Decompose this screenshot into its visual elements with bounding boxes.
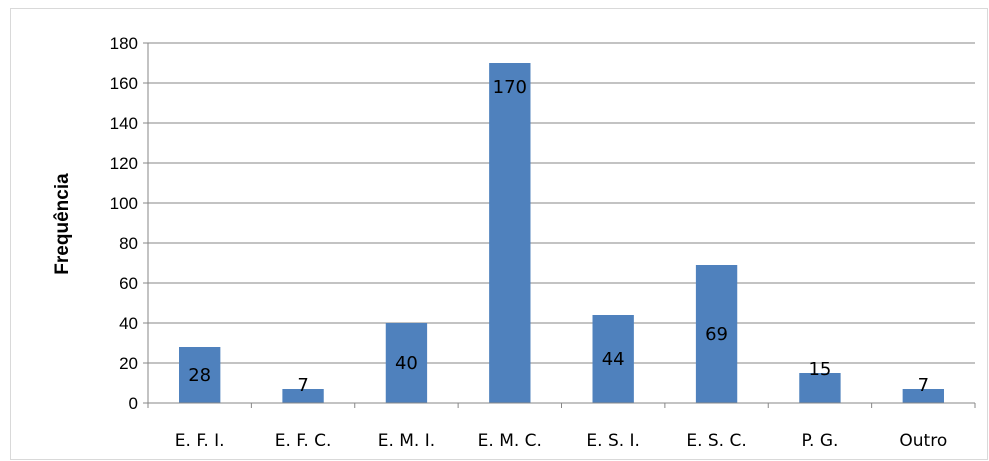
y-tick-label: 140 (110, 114, 138, 133)
data-label: 7 (297, 375, 308, 396)
y-tick-label: 0 (129, 394, 138, 413)
data-label: 28 (188, 365, 211, 386)
y-tick-label: 180 (110, 34, 138, 53)
gridlines (143, 42, 975, 404)
x-tick-label: Outro (899, 431, 947, 451)
bar (902, 389, 944, 403)
y-axis-label: Frequência (52, 173, 73, 275)
y-tick-label: 20 (119, 354, 138, 373)
y-tick-labels: 0 20 40 60 80 100 120 140 160 180 (110, 34, 138, 413)
x-tick-label: E. M. I. (378, 431, 435, 451)
bar (385, 323, 428, 403)
x-tick-label: E. F. I. (175, 431, 225, 451)
bar (695, 265, 738, 403)
data-label: 40 (395, 353, 418, 374)
x-tick-label: E. M. C. (478, 431, 542, 451)
data-label: 69 (705, 324, 728, 345)
axes (147, 43, 976, 408)
bar (489, 63, 531, 403)
x-tick-label: P. G. (801, 431, 838, 451)
data-label: 15 (808, 359, 831, 380)
data-label: 7 (918, 375, 929, 396)
y-tick-label: 60 (119, 274, 138, 293)
bar (592, 315, 634, 403)
y-tick-label: 40 (119, 314, 138, 333)
data-label: 170 (493, 77, 527, 98)
y-tick-label: 100 (110, 194, 138, 213)
y-tick-label: 160 (110, 74, 138, 93)
bar (282, 389, 324, 403)
x-tick-label: E. S. C. (686, 431, 746, 451)
x-tick-labels: E. F. I. E. F. C. E. M. I. E. M. C. E. S. I.… (175, 431, 947, 451)
bar (179, 347, 221, 403)
x-tick-label: E. S. I. (586, 431, 640, 451)
bars (179, 63, 944, 403)
y-tick-label: 80 (119, 234, 138, 253)
x-tick-label: E. F. C. (275, 431, 332, 451)
data-labels: 28 7 40 170 44 69 15 7 (188, 77, 929, 396)
data-label: 44 (602, 349, 625, 370)
bar (799, 373, 841, 403)
y-tick-label: 120 (110, 154, 138, 173)
